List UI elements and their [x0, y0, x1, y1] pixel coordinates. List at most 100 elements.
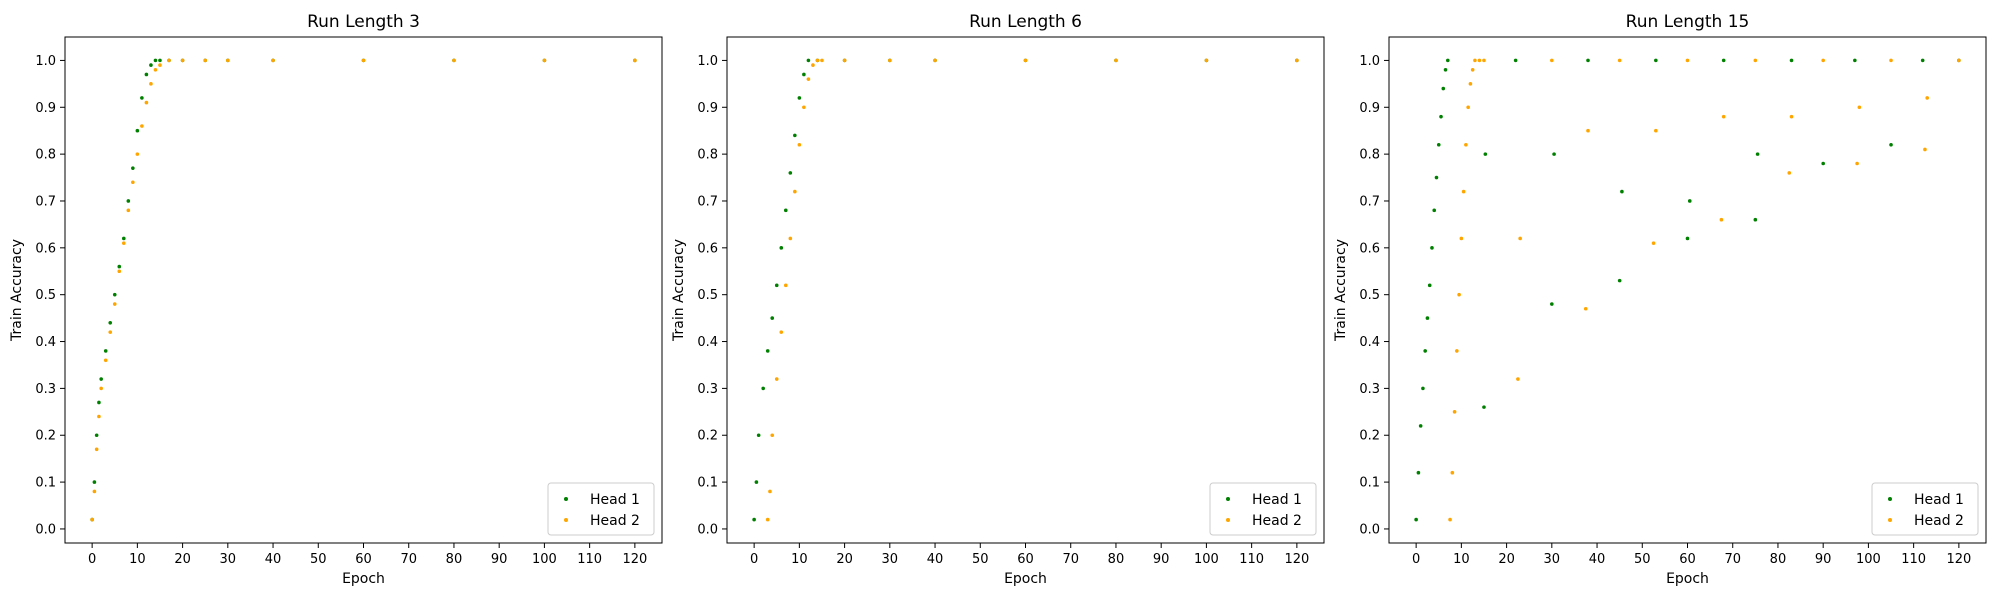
data-point: [1439, 114, 1443, 119]
data-point: [1654, 128, 1658, 133]
data-point: [1423, 349, 1427, 353]
data-point: [1889, 142, 1893, 147]
data-point: [770, 316, 775, 320]
data-point: [806, 77, 811, 81]
data-point: [1853, 58, 1857, 63]
data-point: [271, 58, 275, 63]
x-tick-label: 20: [1498, 552, 1515, 567]
data-point: [765, 517, 770, 522]
legend-label: Head 2: [1252, 513, 1302, 529]
data-point: [1821, 58, 1825, 63]
y-tick-label: 0.5: [1359, 288, 1380, 303]
data-point: [1023, 58, 1028, 63]
data-point: [756, 433, 761, 438]
data-point: [1457, 292, 1461, 297]
data-point: [203, 58, 208, 63]
x-axis-label: Epoch: [1004, 571, 1047, 587]
x-tick-label: 120: [622, 552, 647, 567]
y-tick-label: 0.1: [1359, 476, 1380, 491]
data-point: [1654, 58, 1658, 63]
data-point: [158, 58, 162, 63]
chart-title: Run Length 6: [969, 12, 1082, 32]
data-point: [633, 58, 637, 63]
data-point: [99, 386, 103, 391]
data-point: [149, 82, 153, 86]
x-tick-label: 120: [1946, 552, 1971, 567]
x-tick-label: 10: [1453, 552, 1470, 567]
data-point: [1434, 175, 1439, 180]
data-point: [1418, 424, 1423, 428]
data-point: [1923, 147, 1927, 152]
data-point: [1455, 349, 1459, 353]
data-point: [1583, 306, 1588, 311]
y-axis-label: Train Accuracy: [671, 239, 687, 342]
y-tick-label: 0.9: [697, 101, 718, 116]
data-point: [92, 489, 97, 494]
y-tick-label: 0.4: [35, 335, 56, 350]
y-tick-label: 0.0: [35, 522, 56, 537]
x-tick-label: 30: [220, 552, 237, 567]
y-tick-label: 0.3: [35, 382, 56, 397]
x-tick-label: 30: [1544, 552, 1561, 567]
data-point: [761, 386, 765, 391]
data-point: [1651, 241, 1656, 245]
y-tick-label: 1.0: [697, 54, 718, 69]
x-tick-label: 90: [1815, 552, 1832, 567]
data-point: [820, 58, 824, 63]
y-tick-label: 0.8: [1359, 148, 1380, 163]
legend-marker: [564, 518, 568, 522]
data-point: [1295, 58, 1299, 63]
data-point: [108, 330, 113, 334]
data-point: [815, 58, 820, 63]
data-point: [1889, 58, 1893, 63]
x-tick-label: 110: [1239, 552, 1264, 567]
data-point: [1432, 208, 1437, 213]
legend-marker: [564, 497, 568, 501]
y-tick-label: 0.3: [1359, 382, 1380, 397]
data-point: [1482, 405, 1486, 409]
x-tick-label: 40: [265, 552, 282, 567]
data-point: [167, 58, 171, 63]
data-point: [121, 241, 126, 245]
x-tick-label: 0: [88, 552, 96, 567]
data-point: [1518, 236, 1522, 241]
data-point: [1687, 199, 1692, 203]
data-point: [1586, 58, 1590, 63]
data-point: [131, 180, 135, 185]
data-point: [1550, 302, 1554, 306]
legend-box: [1209, 482, 1317, 536]
data-point: [1552, 152, 1556, 156]
data-point: [126, 208, 131, 213]
data-point: [1443, 67, 1448, 72]
series-1: [1414, 58, 1961, 522]
data-point: [121, 236, 126, 241]
data-point: [1755, 152, 1760, 156]
y-tick-label: 0.1: [35, 476, 56, 491]
data-point: [811, 63, 815, 67]
data-point: [1719, 217, 1724, 222]
data-point: [94, 447, 99, 452]
data-point: [92, 480, 97, 484]
legend: Head 1 Head 2: [1209, 482, 1317, 536]
data-point: [117, 269, 122, 274]
y-axis-label: Train Accuracy: [9, 239, 25, 342]
x-tick-label: 90: [1153, 552, 1170, 567]
y-tick-label: 1.0: [1359, 54, 1380, 69]
data-point: [1468, 82, 1473, 86]
data-point: [933, 58, 937, 63]
data-point: [1925, 96, 1930, 100]
x-tick-label: 110: [1901, 552, 1926, 567]
x-tick-label: 40: [1589, 552, 1606, 567]
series-1: [90, 58, 637, 522]
plot-frame: [726, 36, 1325, 544]
y-tick-label: 0.0: [697, 522, 718, 537]
legend-label: Head 1: [590, 492, 640, 508]
x-axis-label: Epoch: [1666, 571, 1709, 587]
x-tick-label: 0: [1412, 552, 1420, 567]
data-point: [752, 517, 756, 522]
chart-title: Run Length 3: [307, 12, 420, 32]
data-point: [112, 302, 117, 306]
data-point: [788, 236, 793, 241]
plot-frame: [1388, 36, 1987, 544]
